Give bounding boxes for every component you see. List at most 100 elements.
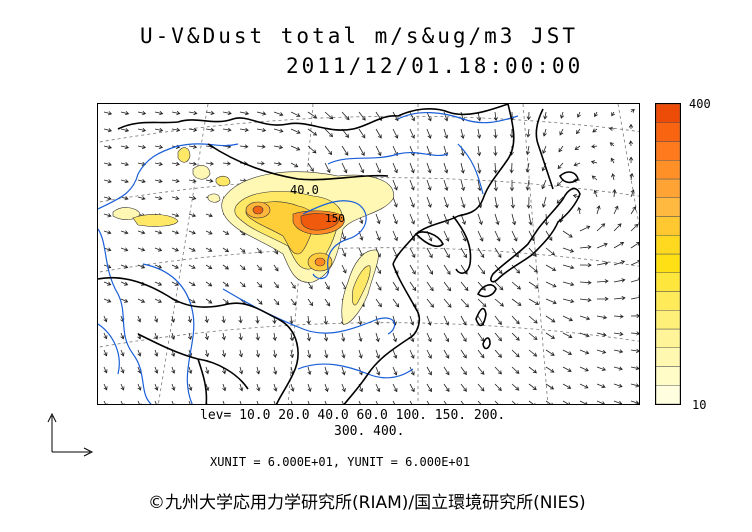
wind-vector [137, 264, 146, 269]
wind-vector [511, 247, 519, 258]
wind-vector [222, 264, 230, 270]
wind-vector [579, 225, 591, 232]
wind-vector [239, 247, 246, 253]
wind-vector [613, 383, 623, 388]
wind-vector [409, 264, 416, 275]
wind-vector [426, 213, 432, 225]
wind-vector [272, 349, 278, 358]
wind-vector [528, 213, 533, 226]
wind-vector [528, 230, 535, 242]
wind-vector [560, 111, 565, 119]
wind-vector [154, 366, 159, 374]
wind-vector [630, 383, 639, 388]
colorbar-swatch [656, 272, 680, 292]
wind-vector [409, 111, 415, 122]
wind-vector [205, 178, 214, 183]
wind-vector [443, 400, 447, 404]
wind-vector [596, 349, 607, 354]
wind-vector [460, 383, 467, 392]
wind-vector [528, 298, 540, 305]
wind-vector [443, 366, 450, 376]
wind-vector [222, 400, 225, 404]
wind-vector [545, 366, 555, 373]
wind-vector [558, 145, 564, 153]
wind-vector [221, 315, 226, 324]
wind-vector [358, 145, 365, 156]
colorbar-swatch [656, 197, 680, 217]
wind-vector [239, 400, 242, 404]
reference-vector-icon [47, 412, 94, 457]
wind-vector [272, 332, 277, 342]
wind-vector [477, 366, 485, 375]
wind-vector [562, 298, 575, 304]
wind-vector [576, 111, 581, 118]
wind-vector [120, 383, 125, 391]
wind-vector [239, 281, 246, 288]
wind-vector [511, 230, 518, 242]
colorbar-swatch [656, 160, 680, 180]
wind-vector [375, 298, 382, 308]
wind-vector [392, 400, 396, 404]
wind-vector [137, 247, 146, 252]
colorbar-swatch [656, 253, 680, 273]
wind-vector [426, 247, 433, 259]
wind-vector [494, 230, 501, 242]
wind-vector [426, 383, 432, 393]
wind-vector [493, 145, 498, 157]
wind-vector [120, 247, 129, 252]
wind-vector [477, 298, 487, 308]
wind-vector [443, 349, 450, 359]
wind-vector [426, 332, 432, 343]
wind-vector [171, 196, 180, 201]
wind-vector [579, 400, 588, 404]
wind-vector [612, 188, 617, 198]
wind-vector [443, 281, 452, 292]
wind-vector [562, 264, 575, 270]
wind-vector [154, 196, 163, 201]
wind-vector [409, 179, 415, 191]
wind-vector [154, 230, 163, 235]
wind-vector [375, 128, 382, 139]
wind-vector [562, 230, 573, 238]
wind-vector [579, 297, 592, 303]
wind-vector [559, 128, 564, 136]
wind-vector [171, 161, 180, 166]
wind-vector [579, 315, 591, 321]
wind-vector [358, 162, 365, 174]
wind-vector [222, 281, 230, 287]
wind-vector [494, 247, 502, 258]
wind-vector [494, 213, 500, 226]
wind-vector [154, 144, 164, 150]
wind-vector [476, 128, 482, 139]
colorbar-max-label: 400 [689, 97, 711, 111]
wind-vector [630, 223, 639, 232]
wind-vector [494, 196, 499, 209]
wind-vector [154, 178, 163, 184]
wind-vector [188, 383, 193, 392]
wind-vector [426, 196, 432, 208]
wind-vector [103, 247, 112, 252]
wind-vector [289, 315, 294, 325]
wind-vector [426, 349, 432, 359]
wind-vector [477, 247, 485, 259]
wind-vector [511, 298, 522, 306]
wind-vector [137, 298, 146, 303]
wind-vector [306, 332, 311, 342]
wind-vector [375, 366, 381, 376]
wind-vector [477, 213, 483, 226]
wind-vector [154, 111, 164, 116]
wind-vector [255, 315, 260, 324]
wind-vector [239, 111, 250, 116]
wind-vector [341, 332, 346, 342]
wind-vector [375, 315, 380, 326]
wind-vector [137, 196, 146, 201]
wind-vector [204, 349, 210, 358]
wind-vector [273, 366, 278, 375]
wind-vector [426, 179, 432, 191]
wind-vector [358, 315, 363, 326]
wind-vector [171, 110, 181, 116]
wind-vector [526, 196, 531, 209]
wind-vector [630, 348, 639, 353]
wind-vector [239, 264, 246, 271]
wind-vector [528, 281, 539, 289]
